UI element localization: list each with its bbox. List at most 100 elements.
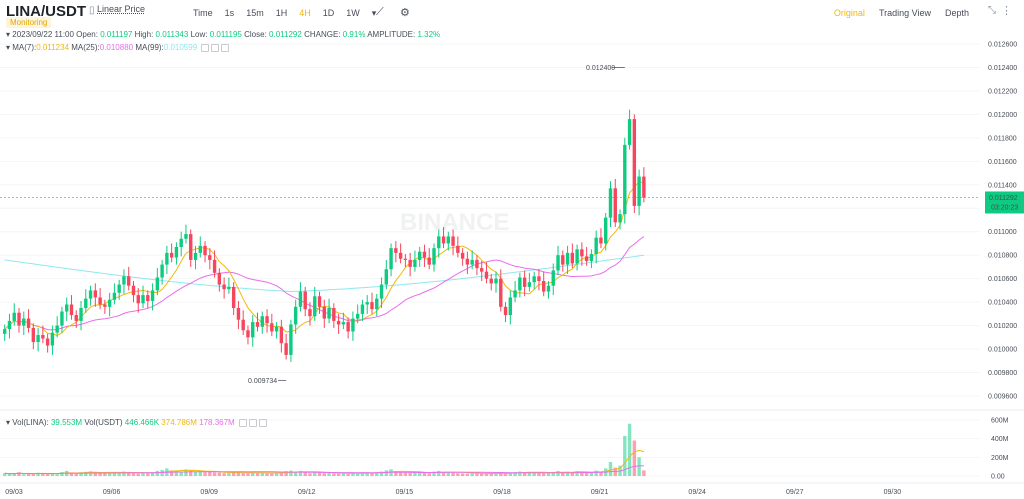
volume-bar — [499, 472, 503, 476]
view-depth[interactable]: Depth — [944, 8, 969, 18]
volume-bar — [346, 473, 350, 476]
candle-body — [179, 238, 183, 247]
close-icon[interactable] — [258, 418, 267, 427]
volume-bar — [274, 473, 279, 476]
candle-body — [98, 297, 102, 305]
volume-bar — [575, 471, 579, 476]
candle-body — [398, 252, 403, 259]
candle-body — [65, 304, 69, 312]
volume-bar — [494, 473, 498, 476]
interval-1w[interactable]: 1W — [346, 8, 360, 18]
interval-15m[interactable]: 15m — [246, 8, 264, 18]
close-icon[interactable] — [221, 43, 230, 52]
view-trading-view[interactable]: Trading View — [878, 8, 931, 18]
volume-bar — [341, 473, 346, 476]
linear-price-link[interactable]: Linear Price — [97, 4, 146, 14]
volume-bar — [174, 470, 179, 476]
candle-body — [284, 343, 288, 355]
toggle-visibility-icon[interactable] — [238, 418, 247, 427]
volume-bar — [179, 471, 183, 476]
indicator-icon[interactable]: ⟋ — [376, 6, 384, 18]
date-tick: 09/15 — [396, 489, 414, 496]
candle-body — [503, 306, 508, 316]
date-tick: 09/21 — [591, 489, 609, 496]
candle-body — [389, 248, 393, 270]
candle-body — [160, 264, 164, 278]
volume-bar — [69, 473, 74, 476]
candle-body — [165, 252, 169, 265]
volume-bar — [131, 473, 136, 476]
volume-tick: 400M — [991, 436, 1009, 443]
candle-body — [141, 295, 145, 304]
candle-body — [246, 330, 250, 338]
interval-1d[interactable]: 1D — [322, 8, 335, 18]
candle-body — [41, 334, 45, 339]
volume-bar — [60, 472, 64, 476]
vol-ma2-value: 178.367M — [199, 418, 235, 427]
interval-4h[interactable]: 4H — [299, 8, 311, 18]
candle-body — [627, 119, 632, 145]
volume-bar — [308, 473, 312, 476]
volume-bar — [460, 473, 465, 476]
candle-body — [198, 245, 202, 253]
toggle-visibility-icon[interactable] — [201, 43, 210, 52]
collapse-arrow-icon[interactable]: ▾ — [6, 43, 11, 52]
settings-icon[interactable] — [211, 43, 220, 52]
candle-body — [494, 278, 498, 284]
candle-body — [513, 290, 517, 298]
document-icon[interactable]: ▯ — [89, 5, 95, 16]
view-original[interactable]: Original — [833, 8, 865, 18]
volume-bar — [580, 472, 584, 476]
price-tick: 0.011400 — [988, 182, 1017, 189]
volume-bar — [169, 470, 174, 476]
candle-body — [55, 325, 59, 333]
monitoring-badge[interactable]: Monitoring — [6, 17, 52, 28]
candle-body — [112, 292, 117, 300]
collapse-arrow-icon[interactable]: ▾ — [6, 30, 11, 39]
candle-body — [308, 309, 312, 317]
volume-tick: 0.00 — [991, 474, 1005, 481]
more-options-icon[interactable]: ⋮ — [1001, 5, 1012, 17]
volume-bar — [279, 472, 284, 476]
volume-bar — [513, 472, 517, 476]
candle-body — [274, 326, 279, 332]
candle-body — [260, 316, 264, 327]
interval-dropdown-icon[interactable]: ▾ — [371, 8, 377, 18]
candle-body — [432, 248, 436, 265]
candle-body — [542, 281, 546, 292]
interval-time[interactable]: Time — [193, 8, 213, 18]
volume-bar — [236, 472, 241, 476]
collapse-arrow-icon[interactable]: ▾ — [6, 418, 11, 427]
fullscreen-icon[interactable]: ⤡ — [988, 5, 996, 16]
volume-bar — [303, 472, 307, 476]
volume-bar — [584, 472, 589, 476]
price-tick: 0.011600 — [988, 159, 1017, 166]
volume-bar — [480, 473, 484, 476]
volume-bar — [3, 473, 7, 476]
interval-1h[interactable]: 1H — [275, 8, 288, 18]
volume-bar — [561, 472, 565, 476]
volume-bar — [222, 473, 226, 476]
candle-body — [317, 296, 322, 307]
candle-body — [370, 302, 374, 310]
open-value: 0.011197 — [100, 30, 133, 39]
candle-body — [322, 306, 326, 319]
candle-body — [608, 188, 613, 218]
volume-bar — [198, 471, 202, 476]
settings-icon[interactable] — [248, 418, 257, 427]
settings-gear-icon[interactable]: ⚙ — [400, 7, 410, 19]
candle-body — [169, 252, 174, 258]
interval-1s[interactable]: 1s — [224, 8, 235, 18]
candle-body — [251, 322, 255, 338]
candle-body — [441, 236, 446, 244]
high-value: 0.011343 — [155, 30, 189, 39]
candle-body — [575, 249, 579, 264]
candle-body — [518, 277, 522, 291]
volume-bar — [365, 472, 369, 476]
current-price-value: 0.011292 — [989, 195, 1018, 202]
candle-body — [403, 258, 408, 260]
volume-bar — [465, 473, 470, 476]
volume-bar — [637, 457, 641, 476]
low-value: 0.011195 — [209, 30, 242, 39]
